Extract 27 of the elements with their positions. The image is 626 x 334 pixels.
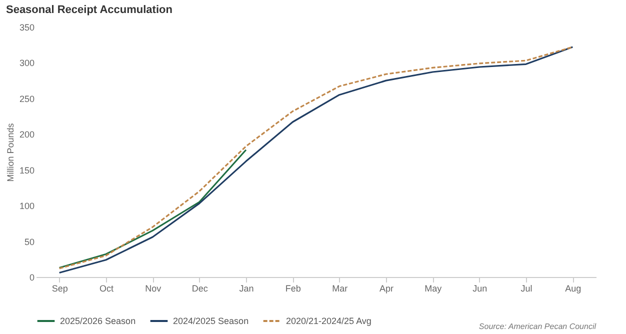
x-tick-label: Jul (520, 284, 532, 294)
x-tick-label: Dec (192, 284, 208, 294)
x-tick-label: Aug (565, 284, 582, 294)
source-note: Source: American Pecan Council (478, 322, 596, 331)
legend-label: 2024/2025 Season (173, 316, 249, 326)
x-tick-label: May (424, 284, 442, 294)
x-tick-label: Feb (285, 284, 301, 294)
y-axis-title: Million Pounds (5, 122, 16, 182)
x-tick-label: Mar (332, 284, 348, 294)
x-tick-label: Sep (52, 284, 68, 294)
x-tick-label: Oct (99, 284, 114, 294)
y-tick-label: 300 (19, 58, 34, 68)
y-tick-label: 50 (24, 236, 34, 247)
x-tick-label: Apr (379, 284, 394, 294)
x-tick-label: Jun (472, 284, 488, 294)
y-tick-label: 350 (19, 22, 34, 32)
legend-label: 2020/21-2024/25 Avg (286, 316, 372, 326)
line-series (58, 149, 247, 269)
chart-title: Seasonal Receipt Accumulation (6, 4, 173, 16)
x-tick-label: Nov (145, 284, 162, 294)
y-tick-label: 0 (29, 272, 34, 282)
y-tick-label: 200 (19, 130, 34, 140)
y-tick-label: 250 (19, 94, 34, 104)
y-tick-label: 100 (19, 201, 34, 212)
legend-label: 2025/2026 Season (60, 316, 136, 326)
x-tick-label: Jan (239, 284, 254, 294)
y-tick-label: 150 (19, 165, 34, 176)
